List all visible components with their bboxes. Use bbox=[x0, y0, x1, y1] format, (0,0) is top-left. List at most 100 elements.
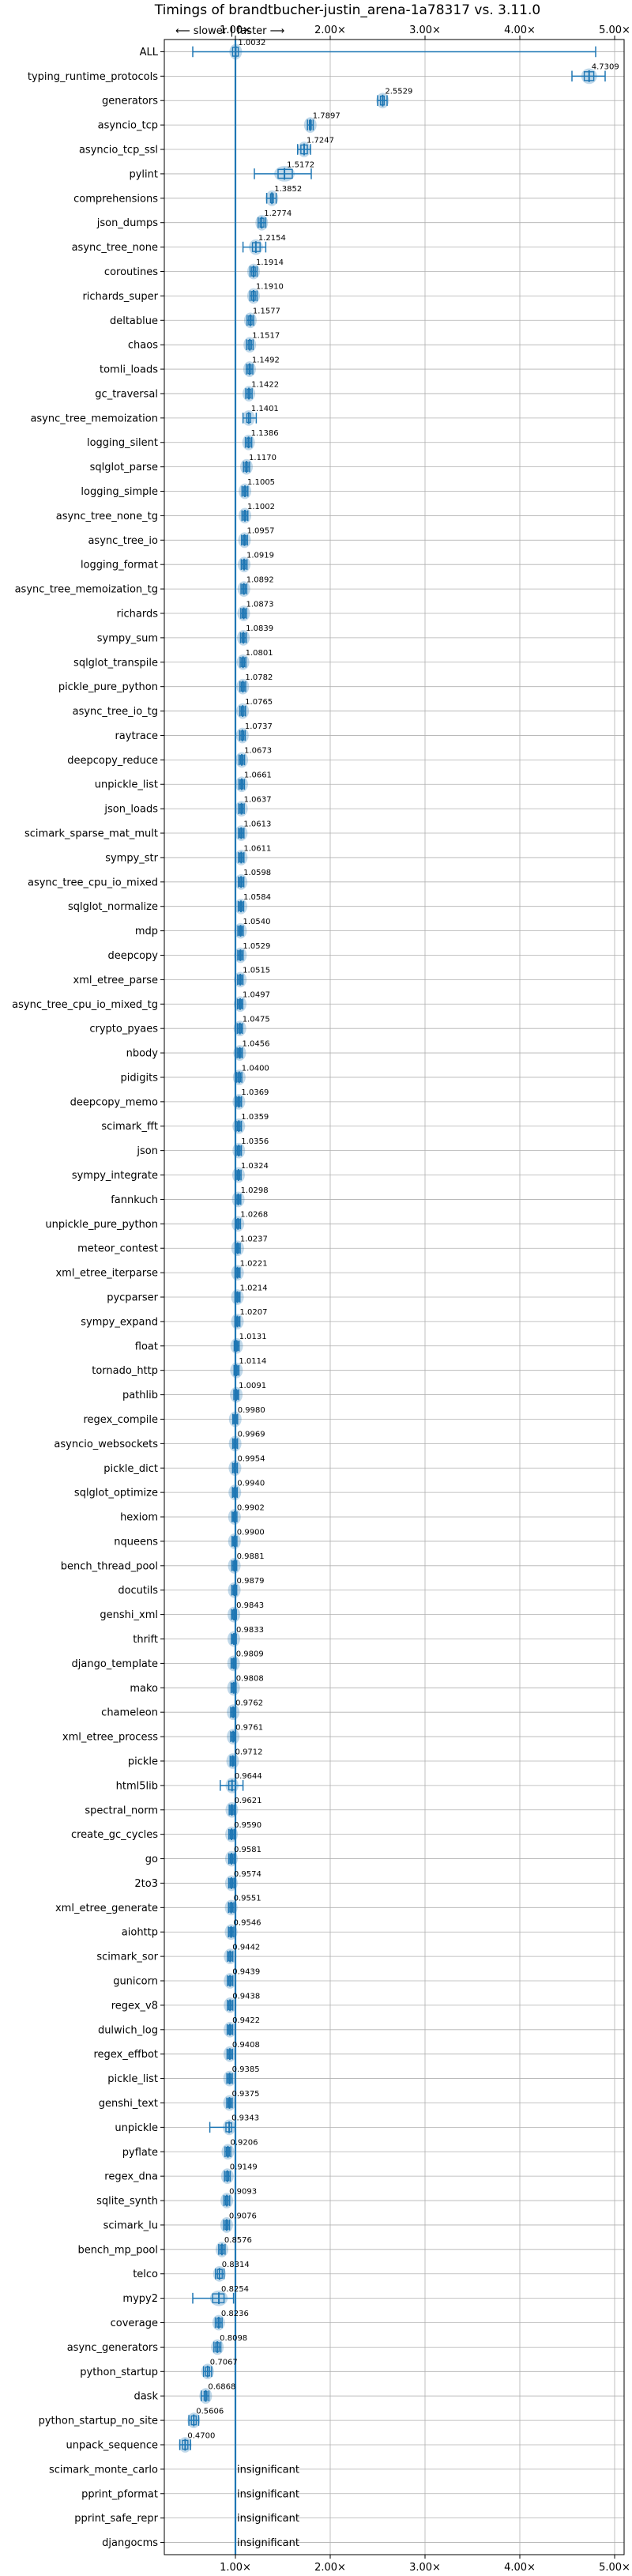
category-label: genshi_xml bbox=[100, 1609, 158, 1621]
category-label: richards_super bbox=[82, 291, 158, 303]
value-label: 0.9093 bbox=[229, 2187, 257, 2196]
category-labels: ALL typing_runtime_protocols generators asy… bbox=[12, 47, 159, 2549]
category-label: genshi_text bbox=[99, 2098, 158, 2110]
category-label: chaos bbox=[128, 340, 158, 352]
x-tick-label-bottom: 3.00× bbox=[409, 2562, 441, 2574]
category-label: generators bbox=[102, 96, 158, 107]
category-label: sqlglot_transpile bbox=[73, 657, 158, 669]
category-label: asyncio_tcp bbox=[98, 120, 158, 132]
value-label: 0.9408 bbox=[232, 2041, 260, 2050]
category-label: pylint bbox=[129, 168, 158, 180]
category-label: djangocms bbox=[102, 2537, 158, 2549]
value-label: 1.0892 bbox=[246, 575, 274, 584]
value-label: 1.1492 bbox=[252, 356, 280, 364]
category-label: sympy_integrate bbox=[72, 1170, 158, 1182]
value-label: 0.9900 bbox=[237, 1528, 265, 1537]
x-axis: 1.00× 1.00× 2.00× 2.00× 3.00× 3.00× 4.00× 4.00×… bbox=[160, 25, 630, 2574]
category-label: coroutines bbox=[104, 266, 158, 278]
value-label: 1.0637 bbox=[244, 795, 272, 804]
value-label: 1.7897 bbox=[313, 111, 340, 120]
category-label: gc_traversal bbox=[95, 388, 158, 400]
category-label: async_tree_cpu_io_mixed bbox=[28, 877, 158, 888]
category-label: regex_effbot bbox=[93, 2049, 158, 2061]
value-label: 1.1577 bbox=[253, 307, 280, 316]
category-label: regex_dna bbox=[104, 2171, 158, 2183]
category-label: pprint_pformat bbox=[81, 2488, 158, 2500]
category-label: scimark_monte_carlo bbox=[49, 2464, 158, 2476]
value-label: 1.0456 bbox=[242, 1039, 269, 1048]
value-label: 1.7247 bbox=[307, 136, 334, 145]
category-label: html5lib bbox=[116, 1780, 158, 1792]
category-label: pprint_safe_repr bbox=[74, 2513, 158, 2525]
category-label: mypy2 bbox=[122, 2293, 158, 2305]
value-label: 1.0091 bbox=[239, 1382, 266, 1390]
value-label: 1.0919 bbox=[246, 552, 274, 560]
value-label: 1.1005 bbox=[247, 478, 275, 487]
value-label: 1.0237 bbox=[240, 1235, 268, 1244]
value-label: 0.9442 bbox=[232, 1943, 260, 1952]
value-label: 0.9438 bbox=[232, 1992, 260, 2001]
insignificant-label: insignificant bbox=[237, 2537, 299, 2549]
value-label: 0.9439 bbox=[232, 1967, 260, 1976]
value-label: 1.0207 bbox=[239, 1308, 267, 1317]
category-label: async_tree_none_tg bbox=[56, 511, 158, 522]
value-label: 1.0298 bbox=[241, 1186, 269, 1195]
category-label: create_gc_cycles bbox=[71, 1829, 158, 1841]
insignificant-label: insignificant bbox=[237, 2464, 299, 2476]
x-tick-label-top: 2.00× bbox=[314, 25, 346, 36]
value-label: 0.9761 bbox=[235, 1723, 263, 1732]
value-label: 0.6868 bbox=[208, 2383, 235, 2392]
value-label: 0.9546 bbox=[234, 1919, 261, 1928]
value-label: 0.9954 bbox=[237, 1455, 265, 1464]
value-label: 0.8098 bbox=[220, 2334, 247, 2343]
category-label: coverage bbox=[111, 2318, 158, 2329]
category-label: hexiom bbox=[120, 1512, 158, 1524]
category-label: async_tree_cpu_io_mixed_tg bbox=[12, 999, 158, 1011]
category-label: ALL bbox=[140, 47, 159, 58]
x-tick-label-bottom: 4.00× bbox=[504, 2562, 536, 2574]
x-tick-label-bottom: 2.00× bbox=[314, 2562, 346, 2574]
category-label: unpickle bbox=[115, 2122, 158, 2134]
category-label: pathlib bbox=[122, 1390, 158, 1401]
value-label: 1.0529 bbox=[243, 942, 270, 951]
category-label: scimark_fft bbox=[101, 1121, 158, 1133]
category-label: django_template bbox=[72, 1658, 158, 1670]
category-label: deepcopy bbox=[107, 950, 158, 962]
value-label: 1.0584 bbox=[243, 893, 271, 902]
category-label: mdp bbox=[135, 926, 158, 937]
value-label: 1.0737 bbox=[245, 722, 273, 731]
value-label: 0.9902 bbox=[237, 1503, 265, 1512]
category-label: spectral_norm bbox=[85, 1805, 158, 1816]
category-label: async_tree_io bbox=[88, 535, 158, 547]
value-label: 0.9590 bbox=[234, 1821, 261, 1830]
value-label: 0.9581 bbox=[234, 1846, 261, 1854]
category-label: logging_format bbox=[81, 560, 158, 571]
category-label: pickle_pure_python bbox=[58, 681, 158, 693]
category-label: mako bbox=[130, 1683, 158, 1695]
value-label: 1.0801 bbox=[246, 649, 273, 658]
category-label: 2to3 bbox=[134, 1878, 158, 1890]
insignificant-label: insignificant bbox=[237, 2513, 299, 2525]
value-label: 1.0613 bbox=[243, 820, 271, 828]
value-label: 0.9375 bbox=[232, 2090, 260, 2099]
value-label: 1.1517 bbox=[252, 332, 280, 341]
value-label: 0.9712 bbox=[235, 1748, 263, 1756]
value-label: 1.0673 bbox=[244, 747, 272, 756]
category-label: fannkuch bbox=[111, 1194, 158, 1206]
category-label: xml_etree_generate bbox=[55, 1903, 158, 1914]
x-tick-label-top: 1.00× bbox=[220, 25, 251, 36]
category-label: bench_mp_pool bbox=[77, 2244, 158, 2256]
category-label: unpack_sequence bbox=[66, 2439, 158, 2451]
value-label: 0.9422 bbox=[232, 2016, 260, 2025]
category-label: sqlite_synth bbox=[96, 2196, 158, 2208]
category-label: regex_compile bbox=[83, 1414, 158, 1426]
value-label: 1.0131 bbox=[239, 1333, 267, 1341]
category-label: python_startup bbox=[80, 2367, 158, 2378]
category-label: json_dumps bbox=[96, 217, 158, 229]
category-label: regex_v8 bbox=[111, 2000, 158, 2012]
value-label: 0.9644 bbox=[235, 1772, 262, 1781]
value-label: 0.9551 bbox=[234, 1895, 261, 1903]
category-label: async_generators bbox=[67, 2342, 159, 2354]
category-label: pidigits bbox=[121, 1072, 159, 1084]
